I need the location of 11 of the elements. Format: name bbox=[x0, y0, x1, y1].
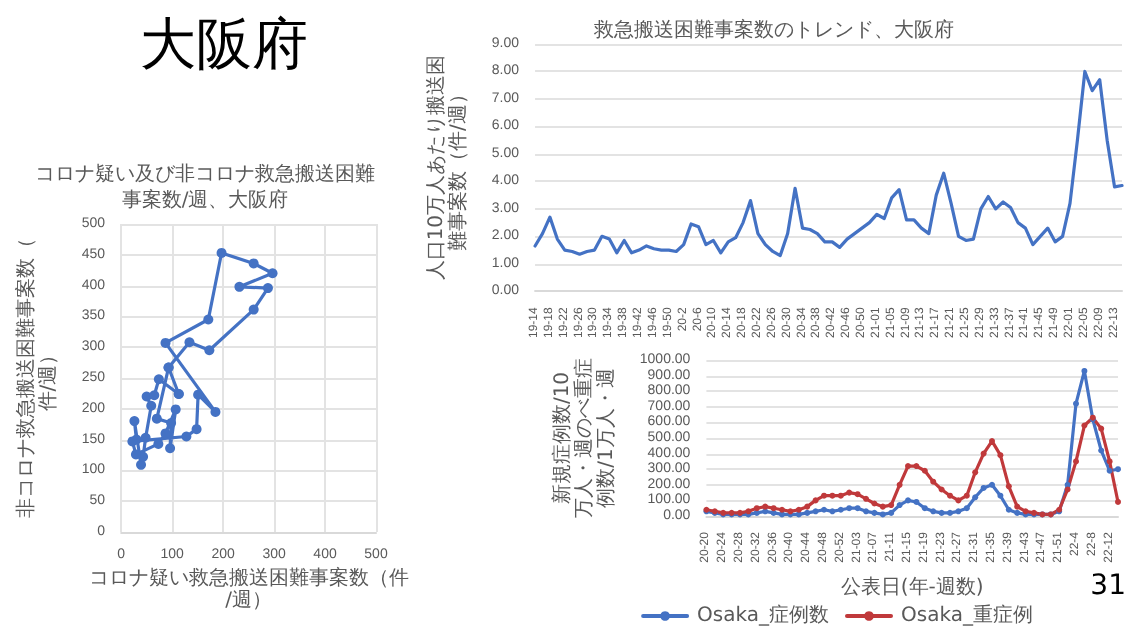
x-axis-title: 公表日(年-週数) bbox=[840, 575, 984, 600]
legend-label: Osaka_重症例 bbox=[901, 603, 1033, 627]
y-axis-title: 非コロナ救急搬送困難事案数（件/週） bbox=[14, 238, 60, 518]
x-axis-title: コロナ疑い救急搬送困難事案数（件/週） bbox=[88, 566, 409, 612]
text: 31 bbox=[1090, 570, 1127, 602]
chart-title: コロナ疑い及び非コロナ救急搬送困難事案数/週、大阪府 bbox=[35, 162, 375, 212]
text: 大阪府 bbox=[140, 11, 308, 77]
legend-label: Osaka_症例数 bbox=[697, 603, 829, 627]
y-axis-title: 人口10万人あたり搬送困難事案数（件/週） bbox=[424, 54, 470, 281]
y-axis-title: 新規症例数/10万人・週のべ重症例数/1万人・週 bbox=[550, 358, 618, 518]
chart-title: 救急搬送困難事案数のトレンド、大阪府 bbox=[592, 18, 954, 42]
